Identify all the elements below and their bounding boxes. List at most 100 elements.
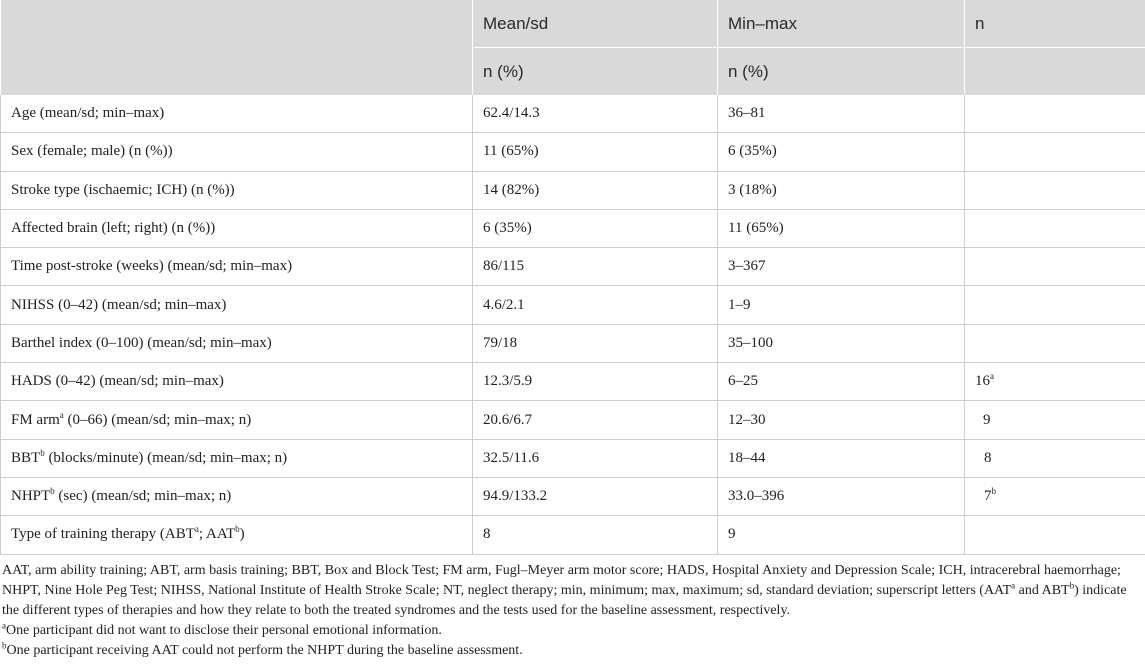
table-row: NIHSS (0–42) (mean/sd; min–max) 4.6/2.1 … [0, 285, 1145, 325]
row-label: Time post-stroke (weeks) (mean/sd; min–m… [0, 247, 473, 287]
header-row-1: Mean/sd Min–max n [0, 0, 1145, 48]
row-value-1: 8 [472, 515, 718, 555]
row-label: NIHSS (0–42) (mean/sd; min–max) [0, 285, 473, 325]
row-value-2: 18–44 [717, 438, 965, 478]
footnote-text: One participant receiving AAT could not … [6, 642, 523, 658]
row-value-1: 62.4/14.3 [472, 95, 718, 134]
row-n: 8 [964, 438, 1145, 478]
row-n [964, 247, 1145, 287]
header-n-percent-2: n (%) [717, 47, 965, 95]
footnote-a: aOne participant did not want to disclos… [2, 619, 1143, 641]
label-text: FM arm [11, 411, 60, 428]
row-n [964, 323, 1145, 364]
footnote-text: ) indicate the different types of therap… [2, 582, 1127, 618]
footnote-b: bOne participant receiving AAT could not… [2, 639, 1143, 661]
row-label: FM arma (0–66) (mean/sd; min–max; n) [0, 400, 473, 440]
row-value-2: 6–25 [717, 362, 965, 402]
row-value-2: 3–367 [717, 247, 965, 287]
header-cell [0, 0, 473, 48]
footnote-marker: b [40, 447, 45, 458]
row-label: Type of training therapy (ABTa; AATb) [0, 515, 473, 555]
table-row: Affected brain (left; right) (n (%)) 6 (… [0, 208, 1145, 249]
footnote-marker: b [991, 486, 997, 497]
header-min-max: Min–max [717, 0, 965, 48]
label-text: (0–66) (mean/sd; min–max; n) [63, 411, 252, 428]
row-label: NHPTb (sec) (mean/sd; min–max; n) [0, 476, 473, 517]
n-value: 9 [983, 411, 991, 428]
table-row: BBTb (blocks/minute) (mean/sd; min–max; … [0, 438, 1145, 478]
row-label: Stroke type (ischaemic; ICH) (n (%)) [0, 170, 473, 210]
footnote-marker: b [50, 486, 55, 497]
n-value: 8 [984, 449, 992, 466]
row-n [964, 515, 1145, 555]
label-text: Type of training therapy (ABT [11, 526, 195, 543]
row-n [964, 170, 1145, 210]
row-value-1: 14 (82%) [472, 170, 718, 210]
footnote-marker: a [1011, 579, 1016, 590]
row-value-1: 4.6/2.1 [472, 285, 718, 325]
row-value-1: 12.3/5.9 [472, 362, 718, 402]
footnote-text: AAT, arm ability training; ABT, arm basi… [2, 562, 1121, 598]
row-value-1: 20.6/6.7 [472, 400, 718, 440]
label-text: BBT [11, 449, 41, 466]
footnote-marker: a [990, 371, 994, 382]
table-row: Age (mean/sd; min–max) 62.4/14.3 36–81 [0, 95, 1145, 134]
row-label: Age (mean/sd; min–max) [0, 95, 473, 134]
header-cell [0, 47, 473, 95]
header-cell [964, 47, 1145, 95]
row-n: 9 [964, 400, 1145, 440]
row-n: 16a [964, 362, 1145, 402]
row-n [964, 95, 1145, 134]
row-value-1: 86/115 [472, 247, 718, 287]
row-label: Barthel index (0–100) (mean/sd; min–max) [0, 323, 473, 364]
row-label: HADS (0–42) (mean/sd; min–max) [0, 362, 473, 402]
row-n [964, 285, 1145, 325]
footnote-marker: a [194, 524, 199, 535]
row-n: 7b [964, 476, 1145, 517]
abbreviations-note: AAT, arm ability training; ABT, arm basi… [2, 561, 1143, 621]
row-label: Affected brain (left; right) (n (%)) [0, 208, 473, 249]
row-value-2: 3 (18%) [717, 170, 965, 210]
row-value-2: 12–30 [717, 400, 965, 440]
baseline-table: Mean/sd Min–max n n (%) n (%) Age (mean/… [0, 0, 1145, 555]
row-value-1: 32.5/11.6 [472, 438, 718, 478]
footnote-marker: b [1069, 579, 1075, 590]
n-value: 7 [984, 488, 992, 505]
label-text: (blocks/minute) (mean/sd; min–max; n) [44, 449, 288, 466]
footnote-marker: b [2, 639, 7, 650]
header-n: n [964, 0, 1145, 48]
footnote-text: One participant did not want to disclose… [6, 622, 442, 638]
table-row: NHPTb (sec) (mean/sd; min–max; n) 94.9/1… [0, 476, 1145, 517]
row-label: Sex (female; male) (n (%)) [0, 132, 473, 172]
table-row: FM arma (0–66) (mean/sd; min–max; n) 20.… [0, 400, 1145, 440]
table-row: Barthel index (0–100) (mean/sd; min–max)… [0, 323, 1145, 364]
row-n [964, 208, 1145, 249]
footnote-marker: b [235, 524, 240, 535]
row-value-2: 36–81 [717, 95, 965, 134]
footnote-marker: a [2, 619, 6, 630]
header-row-2: n (%) n (%) [0, 47, 1145, 95]
footnote-text: and ABT [1015, 582, 1070, 598]
row-value-1: 94.9/133.2 [472, 476, 718, 517]
row-value-2: 11 (65%) [717, 208, 965, 249]
label-text: ) [239, 526, 245, 543]
label-text: (sec) (mean/sd; min–max; n) [54, 488, 232, 505]
label-text: NHPT [11, 488, 51, 505]
row-value-1: 11 (65%) [472, 132, 718, 172]
row-value-2: 33.0–396 [717, 476, 965, 517]
table-row: Time post-stroke (weeks) (mean/sd; min–m… [0, 247, 1145, 287]
row-value-2: 9 [717, 515, 965, 555]
table-row: HADS (0–42) (mean/sd; min–max) 12.3/5.9 … [0, 362, 1145, 402]
n-value: 16 [975, 373, 990, 390]
row-value-2: 1–9 [717, 285, 965, 325]
header-mean-sd: Mean/sd [472, 0, 718, 48]
table-row: Sex (female; male) (n (%)) 11 (65%) 6 (3… [0, 132, 1145, 172]
header-n-percent-1: n (%) [472, 47, 718, 95]
row-value-2: 35–100 [717, 323, 965, 364]
row-value-1: 79/18 [472, 323, 718, 364]
table-row: Type of training therapy (ABTa; AATb) 8 … [0, 515, 1145, 555]
row-n [964, 132, 1145, 172]
row-value-1: 6 (35%) [472, 208, 718, 249]
label-text: ; AAT [198, 526, 236, 543]
table-footnotes: AAT, arm ability training; ABT, arm basi… [0, 555, 1145, 661]
